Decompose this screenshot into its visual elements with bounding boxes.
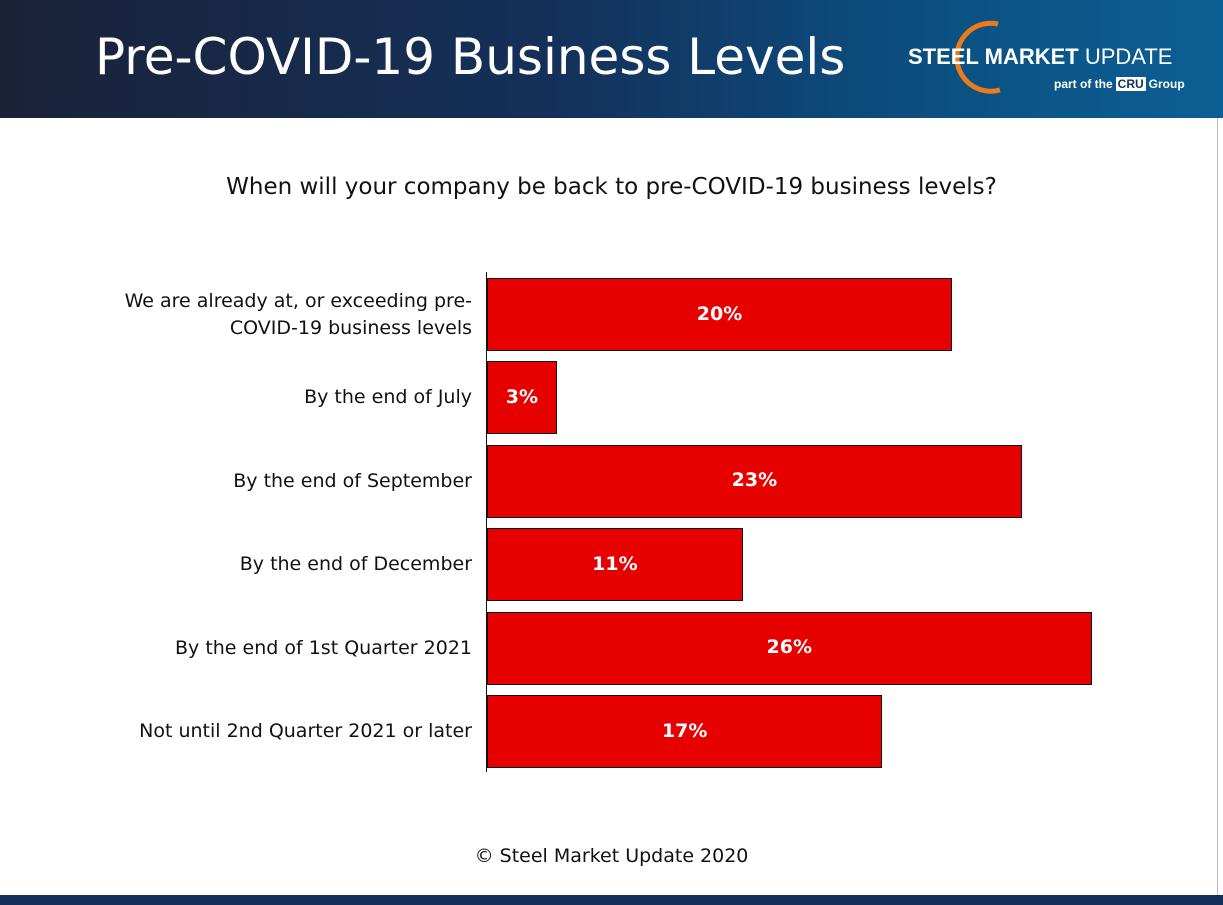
value-label: 26% — [766, 636, 812, 659]
bar — [487, 695, 883, 768]
logo-arc — [954, 20, 1001, 94]
y-tick-label: By the end of 1st Quarter 2021 — [175, 636, 472, 659]
y-tick-label: By the end of July — [304, 386, 472, 409]
bar — [487, 444, 1022, 518]
y-tick-label: We are already at, or exceeding pre-COVI… — [124, 289, 472, 339]
header-band — [0, 0, 1223, 118]
bar — [487, 361, 557, 435]
bar — [487, 528, 743, 602]
tagline: part of the CRU Group — [1054, 77, 1185, 91]
logo-light: UPDATE — [1084, 44, 1173, 69]
bottom-band — [0, 895, 1223, 905]
footer: © Steel Market Update 2020 — [474, 845, 749, 867]
value-label: 20% — [696, 302, 743, 325]
y-tick-label: By the end of September — [233, 469, 472, 492]
bar — [487, 278, 952, 351]
value-label: 11% — [592, 552, 638, 575]
chart-subtitle: When will your company be back to pre-CO… — [226, 174, 997, 200]
slide-edge — [1217, 118, 1218, 895]
logo: STEEL MARKET UPDATE — [908, 44, 1172, 70]
slide-title: Pre-COVID-19 Business Levels — [95, 28, 846, 86]
logo-bold: STEEL MARKET — [908, 44, 1079, 69]
y-tick-label: Not until 2nd Quarter 2021 or later — [139, 720, 472, 742]
value-label: 23% — [731, 469, 778, 492]
tagline-prefix: part of the — [1054, 77, 1113, 91]
value-label: 3% — [505, 385, 538, 408]
bar — [487, 611, 1092, 685]
tagline-suffix: Group — [1148, 77, 1185, 91]
tagline-brand: CRU — [1115, 77, 1146, 91]
value-label: 17% — [661, 719, 708, 742]
y-tick-label: By the end of December — [239, 553, 472, 576]
category-axis — [486, 272, 487, 772]
